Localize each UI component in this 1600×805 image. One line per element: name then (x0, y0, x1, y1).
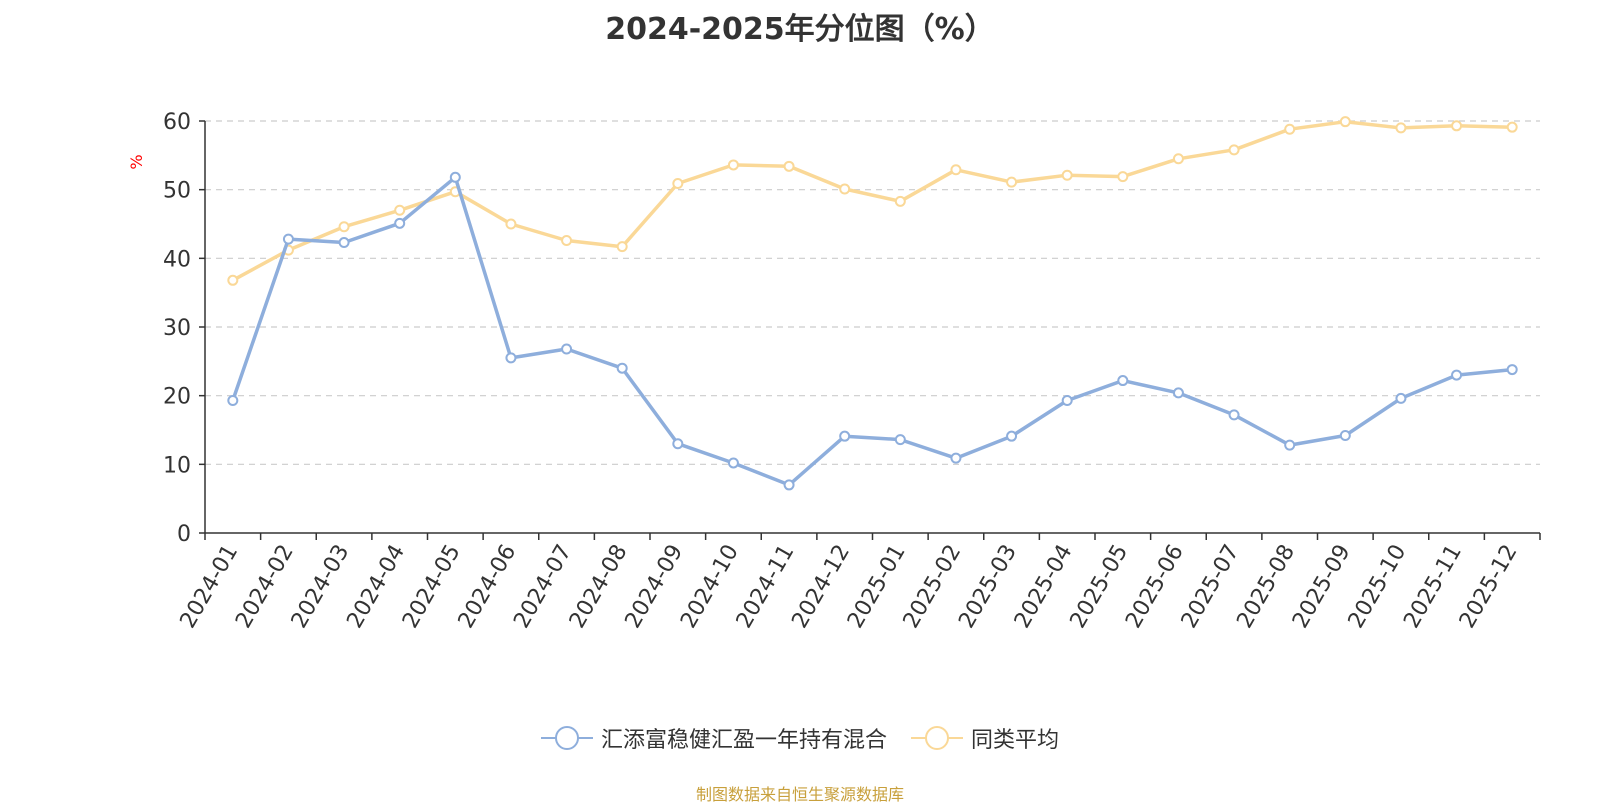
series-line-0 (231, 175, 1514, 487)
data-point-0-3 (394, 217, 406, 229)
data-point-1-22 (1451, 120, 1463, 132)
data-point-1-21 (1395, 122, 1407, 134)
data-point-1-23 (1506, 121, 1518, 133)
data-point-1-15 (1061, 169, 1073, 181)
data-point-0-19 (1284, 439, 1296, 451)
data-point-0-23 (1506, 364, 1518, 376)
data-point-1-14 (1006, 176, 1018, 188)
y-tick-label: 10 (163, 453, 191, 478)
data-point-1-0 (227, 274, 239, 286)
data-point-1-18 (1228, 144, 1240, 156)
data-point-0-1 (282, 233, 294, 245)
data-point-0-22 (1451, 369, 1463, 381)
data-point-0-6 (561, 343, 573, 355)
data-point-1-12 (894, 195, 906, 207)
data-point-1-2 (338, 221, 350, 233)
data-point-1-17 (1172, 153, 1184, 165)
data-point-1-20 (1339, 116, 1351, 128)
series-lines (227, 116, 1518, 491)
legend: 汇添富稳健汇盈一年持有混合 同类平均 (0, 722, 1600, 754)
grid-lines (205, 120, 1540, 465)
legend-item-average[interactable]: 同类平均 (911, 722, 1059, 754)
data-point-0-11 (839, 430, 851, 442)
data-point-0-14 (1006, 430, 1018, 442)
data-point-1-19 (1284, 123, 1296, 135)
y-tick-label: 50 (163, 179, 191, 204)
data-point-1-13 (950, 164, 962, 176)
data-point-1-5 (505, 218, 517, 230)
data-point-0-7 (616, 362, 628, 374)
y-axis-label: % (127, 154, 146, 169)
data-point-0-21 (1395, 392, 1407, 404)
series-line-1 (231, 119, 1514, 283)
data-point-0-17 (1172, 387, 1184, 399)
data-point-1-3 (394, 204, 406, 216)
data-point-0-20 (1339, 429, 1351, 441)
legend-label-fund: 汇添富稳健汇盈一年持有混合 (600, 728, 887, 753)
data-point-0-5 (505, 352, 517, 364)
data-point-0-15 (1061, 394, 1073, 406)
data-point-0-8 (672, 438, 684, 450)
source-note: 制图数据来自恒生聚源数据库 (695, 785, 904, 804)
data-point-1-9 (727, 159, 739, 171)
data-point-0-0 (227, 394, 239, 406)
data-point-1-16 (1117, 171, 1129, 183)
data-point-0-10 (783, 479, 795, 491)
data-point-1-6 (561, 234, 573, 246)
data-point-1-8 (672, 177, 684, 189)
data-point-0-9 (727, 457, 739, 469)
data-point-0-4 (449, 171, 461, 183)
data-point-1-11 (839, 183, 851, 195)
legend-swatch-fund-icon (540, 726, 593, 750)
legend-item-fund[interactable]: 汇添富稳健汇盈一年持有混合 (540, 722, 887, 754)
data-point-0-18 (1228, 409, 1240, 421)
data-point-0-13 (950, 452, 962, 464)
y-tick-label: 20 (163, 385, 191, 410)
axes (199, 120, 1541, 540)
y-tick-label: 60 (163, 110, 191, 135)
data-point-0-12 (894, 434, 906, 446)
chart-title: 2024-2025年分位图（%） (605, 12, 995, 47)
legend-swatch-average-icon (911, 726, 963, 750)
y-tick-label: 30 (163, 316, 191, 341)
data-point-1-7 (616, 241, 628, 253)
axis-labels: 01020304050602024-012024-022024-032024-0… (127, 110, 1523, 633)
y-tick-label: 40 (163, 247, 191, 272)
data-point-1-10 (783, 160, 795, 172)
data-point-0-16 (1117, 375, 1129, 387)
y-tick-label: 0 (177, 522, 191, 547)
legend-label-average: 同类平均 (971, 728, 1060, 753)
data-point-0-2 (338, 237, 350, 249)
